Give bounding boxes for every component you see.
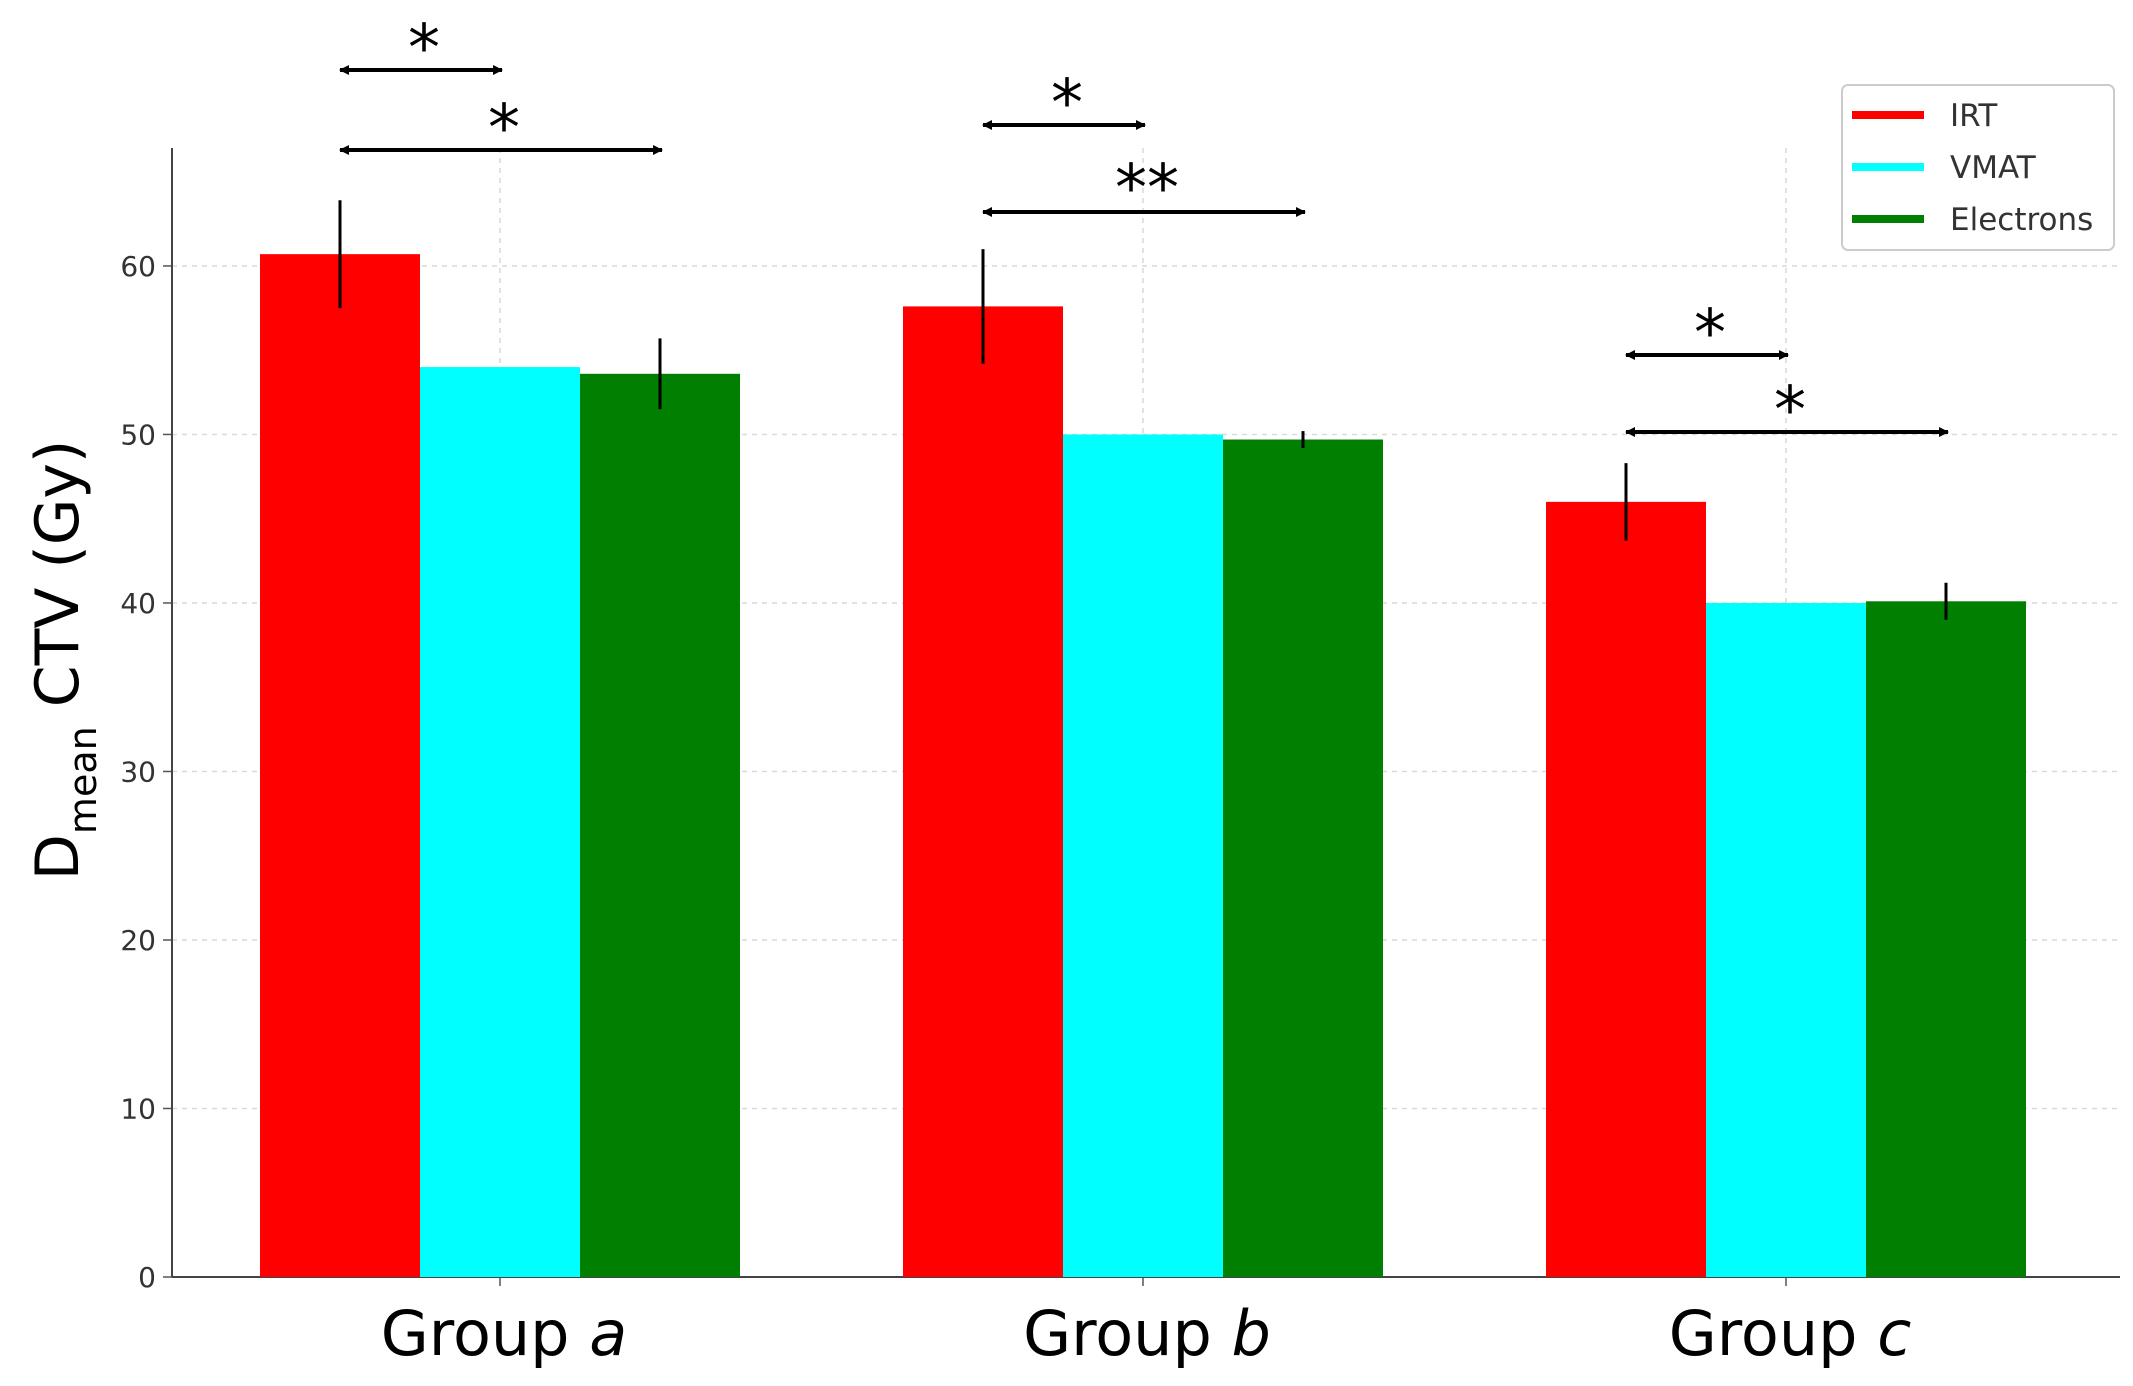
x-category-label: Group c: [1669, 1297, 1912, 1370]
significance-label: *: [1774, 374, 1806, 448]
category-prefix: Group: [381, 1297, 589, 1370]
bar-vmat-group-a: [420, 367, 580, 1277]
y-axis-title-rest: CTV (Gy): [23, 440, 93, 727]
bar-electrons-group-a: [580, 373, 740, 1277]
y-axis-title-main: D: [23, 834, 93, 880]
bar-vmat-group-c: [1706, 602, 1866, 1277]
bar-irt-group-b: [903, 306, 1063, 1278]
x-axis-category-labels: Group a Group b Group c: [381, 1297, 1912, 1370]
significance-label: *: [1051, 67, 1083, 141]
legend-label-electrons: Electrons: [1950, 202, 2093, 238]
y-tick-label: 50: [120, 418, 156, 451]
y-tick-label: 40: [120, 587, 156, 620]
y-axis-title-subscript: mean: [61, 726, 105, 834]
significance-label: *: [408, 12, 440, 86]
category-letter: c: [1877, 1297, 1911, 1370]
legend: IRT VMAT Electrons: [1841, 84, 2115, 251]
category-letter: a: [589, 1297, 627, 1370]
category-letter: b: [1232, 1297, 1271, 1370]
legend-box: [1841, 84, 2115, 251]
bar-irt-group-a: [260, 254, 420, 1278]
bar-irt-group-c: [1546, 501, 1706, 1277]
category-prefix: Group: [1023, 1297, 1231, 1370]
x-category-label: Group a: [381, 1297, 627, 1370]
bar-vmat-group-b: [1063, 434, 1223, 1278]
bar-electrons-group-b: [1223, 439, 1383, 1277]
y-tick-label: 30: [120, 755, 156, 788]
y-axis-title: Dmean CTV (Gy): [23, 440, 105, 881]
bar-electrons-group-c: [1866, 601, 2026, 1277]
significance-label: *: [488, 92, 520, 166]
legend-label-irt: IRT: [1950, 98, 1998, 134]
legend-label-vmat: VMAT: [1950, 150, 2037, 186]
significance-annotations: ** *****: [339, 12, 1949, 448]
y-tick-label: 20: [120, 924, 156, 957]
error-bars: [338, 200, 1948, 620]
significance-label: *: [1694, 297, 1726, 371]
x-category-label: Group b: [1023, 1297, 1271, 1370]
y-tick-label: 60: [120, 250, 156, 283]
bars: [260, 254, 2026, 1278]
category-prefix: Group: [1669, 1297, 1877, 1370]
y-tick-label: 10: [120, 1092, 156, 1125]
y-tick-label: 0: [138, 1261, 156, 1294]
significance-label: **: [1115, 152, 1179, 226]
